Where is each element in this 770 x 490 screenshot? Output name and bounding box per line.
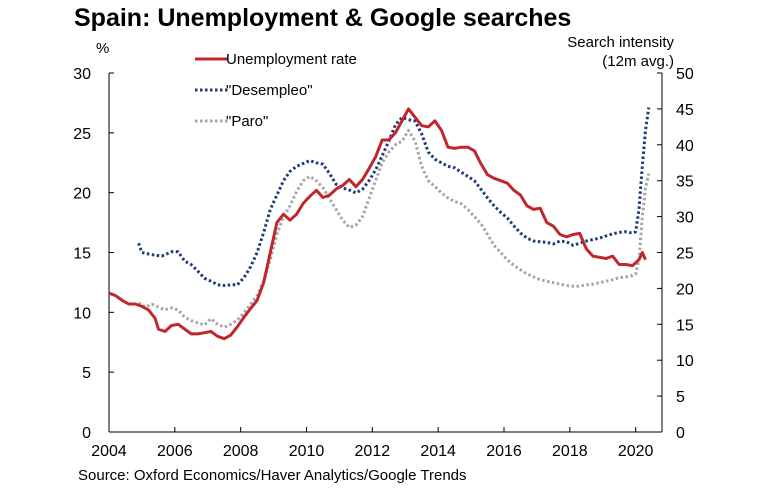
left-tick-label: 5	[82, 365, 91, 382]
right-axis-label-line1: Search intensity	[567, 34, 674, 51]
right-tick-label: 50	[676, 66, 694, 83]
x-tick-label: 2020	[618, 443, 654, 460]
legend-label-unemployment: Unemployment rate	[226, 51, 357, 68]
right-tick-label: 20	[676, 281, 694, 298]
right-axis-label-line2: (12m avg.)	[602, 53, 674, 70]
left-axis-unit: %	[96, 40, 109, 57]
left-tick-label: 20	[73, 186, 91, 203]
legend-label-paro: "Paro"	[226, 113, 268, 130]
right-tick-label: 45	[676, 102, 694, 119]
paro-search-line	[137, 128, 651, 329]
right-tick-label: 0	[676, 425, 685, 442]
right-tick-label: 10	[676, 353, 694, 370]
left-tick-label: 30	[73, 66, 91, 83]
legend-label-desempleo: "Desempleo"	[226, 82, 313, 99]
chart-title: Spain: Unemployment & Google searches	[74, 4, 572, 32]
left-tick-label: 25	[73, 126, 91, 143]
series-lines	[108, 107, 651, 341]
x-tick-label: 2014	[420, 443, 456, 460]
left-tick-label: 0	[82, 425, 91, 442]
right-tick-label: 30	[676, 210, 694, 227]
x-tick-label: 2018	[552, 443, 588, 460]
x-tick-label: 2010	[289, 443, 325, 460]
tick-labels: 0 5 10 15 20 25 30 0 5 10 15 20 25 30 35 40 45 50 2004 2006…	[73, 66, 694, 460]
right-tick-label: 5	[676, 389, 685, 406]
unemployment-rate-line	[108, 107, 647, 341]
legend: Unemployment rate "Desempleo" "Paro"	[195, 51, 357, 130]
desempleo-search-line	[137, 107, 651, 287]
x-tick-label: 2004	[91, 443, 127, 460]
axes	[108, 73, 663, 433]
x-tick-label: 2012	[355, 443, 391, 460]
right-tick-label: 35	[676, 174, 694, 191]
right-tick-label: 15	[676, 317, 694, 334]
left-tick-label: 15	[73, 246, 91, 263]
x-tick-label: 2008	[223, 443, 259, 460]
right-tick-label: 40	[676, 138, 694, 155]
right-tick-label: 25	[676, 246, 694, 263]
x-tick-label: 2016	[486, 443, 522, 460]
left-tick-label: 10	[73, 305, 91, 322]
chart-source: Source: Oxford Economics/Haver Analytics…	[78, 467, 467, 484]
x-tick-label: 2006	[157, 443, 193, 460]
